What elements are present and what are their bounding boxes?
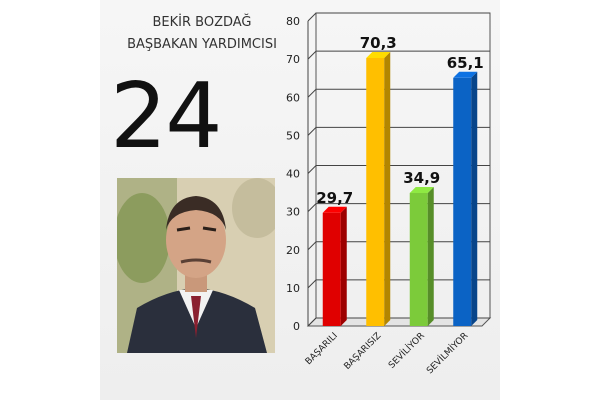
category-label: SEVİLİYOR <box>386 330 426 370</box>
portrait-photo <box>117 178 275 353</box>
bar-top <box>409 186 434 193</box>
gridline <box>307 12 490 22</box>
gridline <box>307 165 490 174</box>
bar-front <box>453 77 472 327</box>
category-label: SEVİLMİYOR <box>424 330 470 376</box>
category-label: BAŞARILI <box>304 331 340 367</box>
bar-side <box>427 186 434 326</box>
gridline <box>307 50 490 60</box>
data-label: 65,1 <box>447 54 484 72</box>
bar <box>322 206 347 326</box>
data-label: 70,3 <box>360 34 397 52</box>
bar-side <box>384 51 391 326</box>
y-tick-label: 20 <box>286 244 300 257</box>
chart-axes <box>306 12 492 327</box>
bar-top <box>366 51 391 58</box>
category-label: BAŞARISIZ <box>342 331 383 372</box>
bar-top <box>322 206 347 213</box>
person-header: BEKİR BOZDAĞ BAŞBAKAN YARDIMCISI <box>116 12 288 56</box>
bar <box>453 71 478 327</box>
bar <box>409 186 434 326</box>
y-tick-label: 10 <box>286 282 300 295</box>
y-tick-label: 60 <box>286 91 300 104</box>
y-tick-label: 0 <box>293 320 300 333</box>
chart-bars <box>322 51 478 327</box>
y-tick-label: 50 <box>286 129 300 142</box>
bar <box>366 51 391 326</box>
gridline <box>307 126 490 136</box>
data-label: 34,9 <box>403 169 440 187</box>
bar-front <box>322 212 341 326</box>
bar-front <box>409 192 428 326</box>
person-name: BEKİR BOZDAĞ <box>152 15 252 30</box>
bar-front <box>366 57 385 326</box>
data-label: 29,7 <box>316 189 353 207</box>
bar-chart: 0 10 20 30 40 50 60 70 80 29,7 BAŞARILI 70,3 BAŞARIS… <box>286 12 492 376</box>
gridline <box>307 88 490 98</box>
y-tick-label: 70 <box>286 53 300 66</box>
portrait-illustration <box>117 178 275 353</box>
bar-side <box>471 71 478 327</box>
y-tick-label: 40 <box>286 168 300 181</box>
bar-side <box>340 206 347 326</box>
bar-top <box>453 71 478 78</box>
y-tick-label: 30 <box>286 206 300 219</box>
y-tick-label: 80 <box>286 15 300 28</box>
rank-number: 24 <box>110 64 223 169</box>
person-title: BAŞBAKAN YARDIMCISI <box>127 37 277 52</box>
